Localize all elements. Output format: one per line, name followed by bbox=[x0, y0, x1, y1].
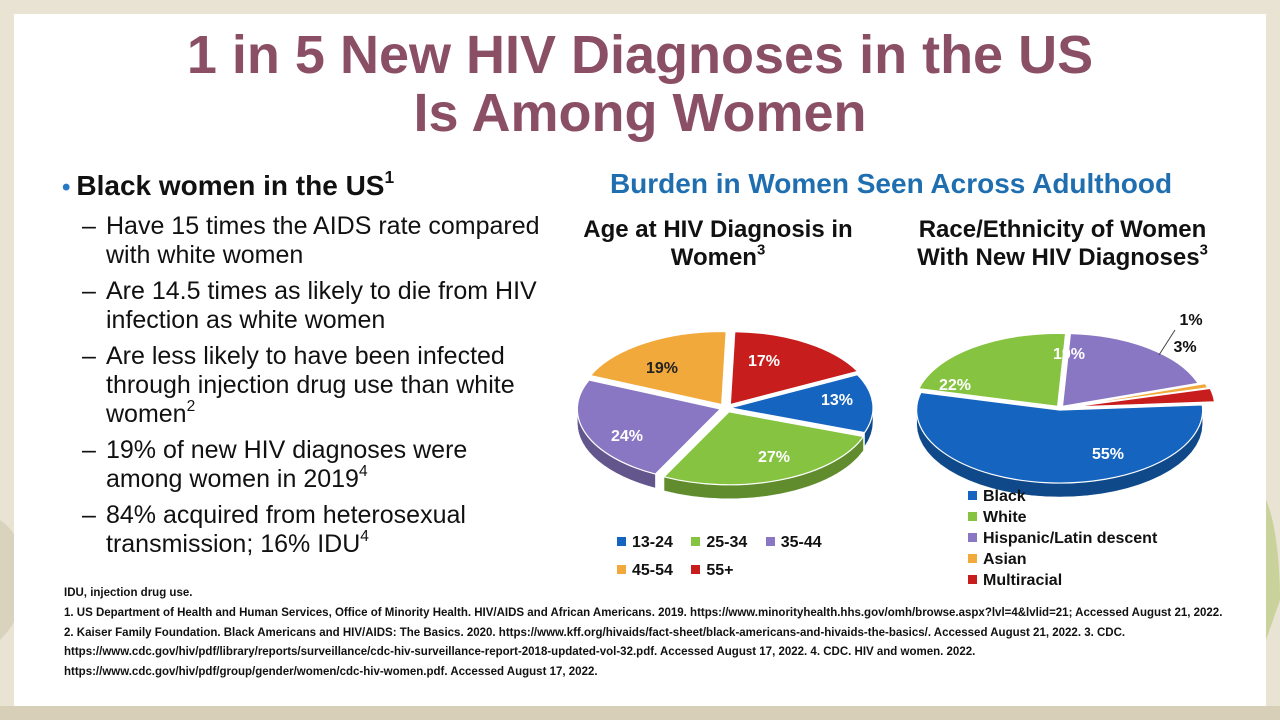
pie-age-label-0: 13% bbox=[821, 392, 853, 409]
bullet-sub-text: 19% of new HIV diagnoses were among wome… bbox=[106, 436, 468, 493]
pie-age-slice-45-54 bbox=[589, 330, 727, 406]
bullet-main-text: Black women in the US bbox=[76, 170, 385, 201]
legend-label: 45-54 bbox=[632, 562, 673, 579]
legend-item-black: Black bbox=[968, 486, 1157, 507]
pie-age-slice-35-44 bbox=[576, 379, 722, 475]
bullet-main-sup: 1 bbox=[384, 166, 395, 187]
chart-age-legend: 13-24 25-34 35-44 45-54 55+ bbox=[617, 534, 877, 590]
pie-race-slice-white bbox=[917, 332, 1067, 408]
bullet-sub-item: – Are less likely to have been infected t… bbox=[82, 342, 515, 428]
chart-race-title: Race/Ethnicity of Women With New HIV Dia… bbox=[905, 216, 1220, 272]
legend-item-13-24: 13-24 bbox=[617, 534, 673, 552]
pie-race-leader-3 bbox=[1158, 329, 1176, 356]
bullet-sub-text: Have 15 times the AIDS rate compared wit… bbox=[106, 212, 540, 269]
legend-label: Asian bbox=[983, 551, 1027, 568]
bullet-sub-item: –19% of new HIV diagnoses were among wom… bbox=[82, 436, 468, 493]
legend-label: Black bbox=[983, 488, 1026, 505]
legend-swatch bbox=[617, 565, 626, 574]
legend-swatch bbox=[968, 575, 977, 584]
pie-race-slice-asian bbox=[1069, 382, 1209, 408]
legend-swatch bbox=[617, 537, 626, 546]
legend-label: 13-24 bbox=[632, 534, 673, 551]
pie-race-label-2: 19% bbox=[1053, 346, 1085, 363]
bullet-sub-sup: 2 bbox=[186, 398, 196, 416]
legend-item-hispanic: Hispanic/Latin descent bbox=[968, 528, 1157, 549]
bullet-main: • Black women in the US1 bbox=[62, 166, 542, 204]
pie-race-label-0: 55% bbox=[1092, 446, 1124, 463]
pie-age-label-1: 27% bbox=[758, 449, 790, 466]
title-line-2: Is Among Women bbox=[413, 83, 867, 143]
legend-label: White bbox=[983, 509, 1027, 526]
legend-label: 35-44 bbox=[780, 534, 822, 551]
legend-swatch bbox=[968, 512, 977, 521]
pie-age-label-3: 19% bbox=[646, 360, 678, 377]
bullet-sub-text: Are 14.5 times as likely to die from HIV… bbox=[106, 277, 537, 334]
pie-race-label-1: 22% bbox=[939, 377, 971, 394]
legend-swatch bbox=[968, 533, 977, 542]
bullet-list: • Black women in the US1 – Have 15 times t… bbox=[62, 166, 542, 566]
legend-swatch bbox=[691, 537, 701, 546]
bullet-sub-sup: 4 bbox=[358, 463, 368, 481]
legend-swatch bbox=[968, 554, 977, 563]
bullet-sub-item: – Have 15 times the AIDS rate compared wi… bbox=[82, 212, 540, 269]
legend-label: 55+ bbox=[706, 562, 734, 579]
bullet-sub-text: Are less likely to have been infected th… bbox=[106, 342, 515, 428]
footnote-references: 1. US Department of Health and Human Ser… bbox=[64, 606, 1223, 679]
bullet-sub-sup: 4 bbox=[360, 528, 369, 546]
bullet-sub-text: 84% acquired from heterosexual transmiss… bbox=[106, 501, 466, 558]
chart-race-title-text: Race/Ethnicity of Women With New HIV Dia… bbox=[917, 216, 1207, 271]
pie-age-slice-25-34 bbox=[662, 411, 865, 486]
pie-race-slice-hispanic-latin-descent bbox=[1061, 332, 1200, 408]
legend-item-45-54: 45-54 bbox=[617, 562, 673, 580]
legend-label: Multiracial bbox=[983, 572, 1063, 589]
legend-swatch bbox=[968, 491, 977, 500]
bullet-dot-icon: • bbox=[62, 174, 71, 201]
pie-race-label-4: 3% bbox=[1173, 339, 1196, 356]
pie-age-slice-55- bbox=[729, 330, 859, 406]
legend-item-35-44: 35-44 bbox=[765, 534, 822, 552]
pie-race-slice-multiracial bbox=[1071, 387, 1216, 408]
chart-age-title-text: Age at HIV Diagnosis in Women bbox=[583, 216, 853, 271]
legend-swatch bbox=[691, 565, 701, 574]
legend-item-asian: Asian bbox=[968, 549, 1157, 570]
legend-swatch bbox=[765, 537, 775, 546]
legend-item-multiracial: Multiracial bbox=[968, 570, 1157, 591]
pie-age-label-4: 17% bbox=[748, 353, 780, 370]
title-line-1: 1 in 5 New HIV Diagnoses in the US bbox=[186, 25, 1094, 85]
footnote-abbrev: IDU, injection drug use. bbox=[64, 587, 193, 599]
bullet-sub-item: – Are 14.5 times as likely to die from HI… bbox=[82, 277, 537, 334]
legend-label: 25-34 bbox=[706, 534, 748, 551]
pie-race-slice-black bbox=[916, 391, 1204, 484]
section-title: Burden in Women Seen Across Adulthood bbox=[609, 168, 1173, 199]
legend-item-25-34: 25-34 bbox=[691, 534, 747, 552]
slide-title: 1 in 5 New HIV Diagnoses in the US Is Am… bbox=[0, 26, 1280, 142]
legend-item-55-plus: 55+ bbox=[691, 562, 734, 580]
pie-age-slice-13-24 bbox=[729, 374, 874, 434]
legend-label: Hispanic/Latin descent bbox=[983, 530, 1158, 547]
footnotes: IDU, injection drug use. 1. US Departmen… bbox=[64, 584, 1224, 683]
pie-race-label-3: 1% bbox=[1179, 312, 1202, 329]
bullet-sub-item: –84% acquired from heterosexual transmis… bbox=[82, 501, 466, 558]
chart-age-title-sup: 3 bbox=[756, 242, 766, 259]
chart-race-legend: Black White Hispanic/Latin descent Asian… bbox=[968, 486, 1157, 591]
pie-age-label-2: 24% bbox=[611, 428, 643, 445]
legend-item-white: White bbox=[968, 507, 1157, 528]
chart-race-title-sup: 3 bbox=[1199, 242, 1208, 259]
chart-age-title: Age at HIV Diagnosis in Women3 bbox=[558, 216, 878, 272]
